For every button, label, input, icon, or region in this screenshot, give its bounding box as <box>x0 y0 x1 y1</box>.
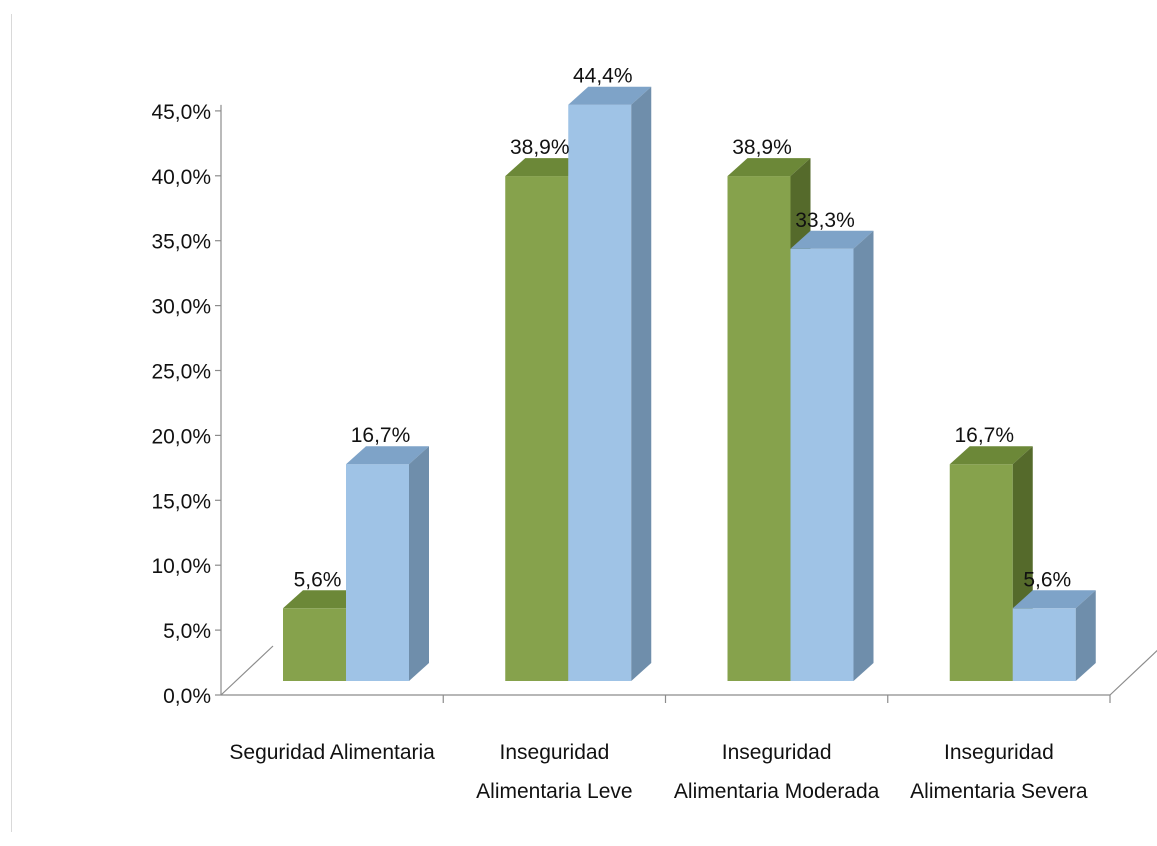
chart-bars <box>283 86 1096 682</box>
data-label: 44,4% <box>573 65 633 88</box>
bar-front <box>283 608 346 681</box>
bar-side <box>631 86 652 682</box>
y-tick-label: 45,0% <box>151 101 211 124</box>
bar <box>1012 590 1096 681</box>
bar-front <box>949 464 1013 681</box>
chart-labels: 5,6% 16,7% Seguridad Alimentaria 38,9% 44,4%… <box>229 65 1088 803</box>
x-category-label: Seguridad Alimentaria <box>229 741 435 764</box>
chart-axes: 0,0% 5,0% 10,0% 15,0% 20,0% 25,0% 30,0% 35,0% 40… <box>151 101 1157 708</box>
bar-top <box>790 230 874 249</box>
bar-front <box>505 176 569 681</box>
data-label: 16,7% <box>351 424 411 447</box>
y-tick-label: 15,0% <box>151 490 211 513</box>
bar-top <box>1012 590 1096 609</box>
y-tick-label: 20,0% <box>151 425 211 448</box>
bar-top <box>727 158 811 177</box>
bar-front <box>1012 608 1076 681</box>
bar-top <box>949 446 1033 465</box>
bar-front <box>790 248 854 682</box>
bar <box>505 158 589 681</box>
bar-side <box>853 230 874 682</box>
bar-top <box>346 446 429 465</box>
bar-front <box>727 176 791 681</box>
bar-top <box>283 590 366 609</box>
x-category-label: Inseguridad Alimentaria Leve <box>476 741 632 803</box>
bar-top <box>505 158 589 177</box>
y-tick-label: 0,0% <box>163 685 211 708</box>
data-label: 38,9% <box>732 136 792 159</box>
y-tick-label: 5,0% <box>163 620 211 643</box>
data-label: 5,6% <box>1023 568 1071 591</box>
data-label: 16,7% <box>954 424 1014 447</box>
x-category-label: Inseguridad Alimentaria Moderada <box>674 741 880 803</box>
bar <box>790 230 874 682</box>
data-label: 33,3% <box>795 209 855 232</box>
bar <box>346 446 429 681</box>
y-tick-label: 10,0% <box>151 555 211 578</box>
chart-frame-edge <box>11 14 12 832</box>
y-tick-label: 40,0% <box>151 166 211 189</box>
bar-side <box>1075 590 1096 681</box>
y-tick-label: 30,0% <box>151 296 211 319</box>
floor-right-edge <box>1109 649 1157 696</box>
data-label: 5,6% <box>294 568 342 591</box>
y-tick-label: 35,0% <box>151 231 211 254</box>
bar <box>568 86 652 682</box>
bar-front <box>568 104 632 682</box>
bar-side <box>409 446 429 681</box>
floor-left-edge <box>220 645 274 696</box>
x-category-label: Inseguridad Alimentaria Severa <box>910 741 1088 803</box>
bar-top <box>568 86 652 105</box>
y-tick-label: 25,0% <box>151 361 211 384</box>
bar-front <box>346 464 409 681</box>
data-label: 38,9% <box>510 136 570 159</box>
